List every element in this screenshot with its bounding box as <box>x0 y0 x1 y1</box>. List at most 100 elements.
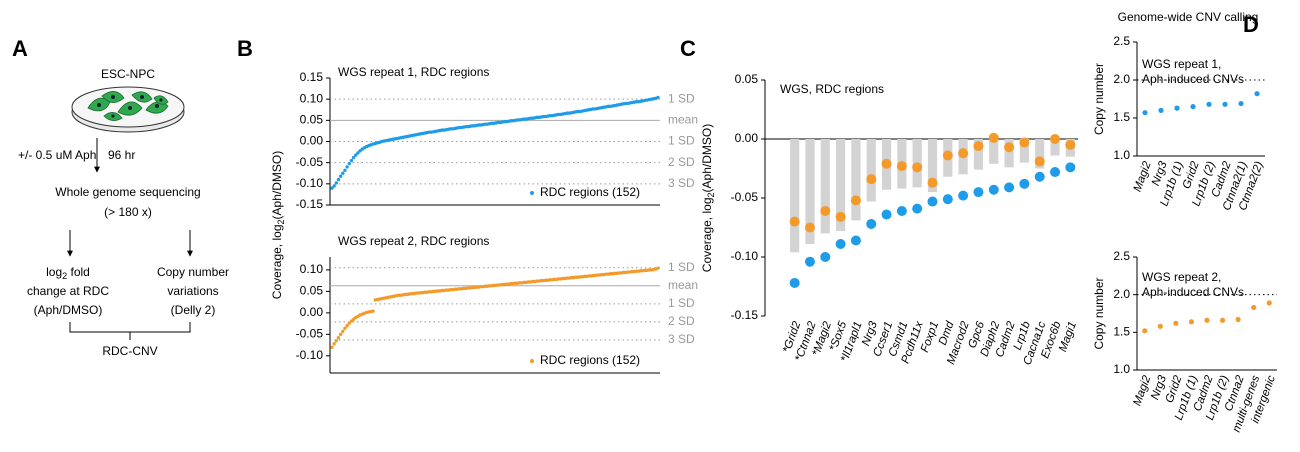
text: (Aph/DMSO) <box>270 151 284 220</box>
y-tick-label: 2.5 <box>1113 34 1130 48</box>
treatment-label: +/- 0.5 uM Aph <box>18 148 96 162</box>
y-tick-label: -0.05 <box>296 155 324 169</box>
point <box>351 155 356 160</box>
point <box>881 158 892 169</box>
point <box>1034 156 1045 167</box>
text: (Aph/DMSO) <box>700 124 714 193</box>
y-tick-label: 0.00 <box>300 134 324 148</box>
text: Coverage, log <box>700 197 714 272</box>
point <box>1065 139 1076 150</box>
reference-label: 2 SD <box>668 314 695 328</box>
bar <box>790 139 800 253</box>
point <box>866 218 877 229</box>
point <box>349 158 354 163</box>
point <box>347 321 351 325</box>
point <box>1174 105 1180 111</box>
point <box>332 342 336 346</box>
reference-label: 1 SD <box>668 91 695 105</box>
text: log <box>46 265 62 279</box>
point <box>927 196 938 207</box>
reference-label: 1 SD <box>668 260 695 274</box>
point <box>1034 171 1045 182</box>
point <box>330 186 334 190</box>
reference-label: 3 SD <box>668 176 695 190</box>
point <box>332 184 336 188</box>
point <box>896 205 907 216</box>
text: Coverage, log <box>270 224 284 299</box>
reference-label: 1 SD <box>668 296 695 310</box>
chart-title: WGS repeat 2, <box>1142 270 1221 284</box>
reference-label: 3 SD <box>668 332 695 346</box>
point <box>1050 167 1061 178</box>
point <box>866 174 877 185</box>
y-tick-label: 0.10 <box>300 91 324 105</box>
point <box>330 345 334 349</box>
y-tick-label: 0.05 <box>300 284 324 298</box>
bar <box>1004 139 1014 168</box>
point <box>820 205 831 216</box>
point <box>341 171 345 175</box>
point <box>958 148 969 159</box>
y-tick-label: 1.0 <box>1113 362 1130 376</box>
point <box>1222 101 1228 107</box>
chart: 0.05 0.00 -0.05 -0.10 -0.15 WGS, RDC regions C… <box>700 72 1079 367</box>
point <box>881 209 892 220</box>
point <box>835 211 846 222</box>
chart-title: Aph-induced CNVs <box>1142 72 1244 86</box>
point <box>850 235 861 246</box>
point <box>1219 317 1226 323</box>
point <box>334 339 339 343</box>
y-tick-label: 0.00 <box>735 131 759 145</box>
cell-label: ESC-NPC <box>101 67 155 81</box>
step-label: (Delly 2) <box>171 303 216 317</box>
y-tick-label: -0.15 <box>731 308 759 322</box>
point <box>656 266 660 270</box>
point <box>1206 101 1212 107</box>
panel-header: Genome-wide CNV calling <box>1118 10 1259 24</box>
point <box>1173 320 1179 326</box>
point <box>1235 316 1241 323</box>
panel-label: A <box>12 36 28 61</box>
panel-label: D <box>1243 12 1259 37</box>
point <box>1238 100 1244 107</box>
bar <box>989 139 999 164</box>
reference-label: mean <box>668 113 698 127</box>
subscript: 2 <box>276 219 286 224</box>
time-label: 96 hr <box>108 148 135 162</box>
y-axis-label: Copy number <box>1092 63 1106 135</box>
subscript: 2 <box>706 192 716 197</box>
point <box>835 239 846 250</box>
reference-label: 2 SD <box>668 155 695 169</box>
bar <box>1019 139 1029 163</box>
bracket <box>69 322 191 340</box>
chart-title: Aph-induced CNVs <box>1142 285 1244 299</box>
point <box>345 324 349 328</box>
chart-title: WGS repeat 1, <box>1142 57 1221 71</box>
bar <box>927 139 938 193</box>
y-tick-label: -0.05 <box>731 190 759 204</box>
point <box>1266 300 1272 306</box>
point <box>1157 323 1163 329</box>
point <box>942 194 953 205</box>
point <box>1251 304 1257 311</box>
point <box>927 177 938 188</box>
point <box>1254 91 1260 97</box>
point <box>1019 178 1030 189</box>
chart: 2.5 2.0 1.5 1.0 WGS repeat 2,Aph-induced CNV… <box>1092 249 1278 434</box>
point <box>656 95 660 100</box>
point <box>371 309 375 313</box>
point <box>789 216 800 227</box>
chart: 0.10 0.05 0.00 -0.05 -0.10 1 SD mean 1 SD 2 SD 3 … <box>296 234 698 374</box>
point <box>343 168 347 172</box>
bar <box>851 139 861 221</box>
step-label: log2 fold <box>46 265 90 281</box>
y-tick-label: 1.5 <box>1113 110 1130 124</box>
point <box>336 177 341 182</box>
y-tick-label: 0.05 <box>735 72 759 86</box>
point <box>804 256 815 267</box>
y-tick-label: 0.05 <box>300 113 324 127</box>
y-tick-label: 2.0 <box>1113 72 1130 86</box>
point <box>338 174 343 178</box>
reference-label: mean <box>668 278 698 292</box>
bar <box>836 139 846 232</box>
